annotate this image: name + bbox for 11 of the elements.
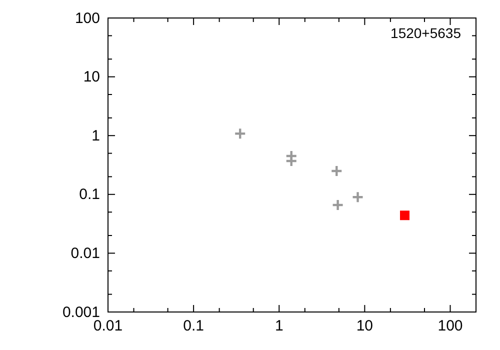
y-tick-label: 10: [83, 68, 100, 86]
annotation: 1520+5635: [390, 25, 462, 41]
y-tick-label: 0.01: [70, 245, 100, 262]
y-tick-label: 0.001: [62, 304, 100, 321]
x-tick-label: 1: [274, 318, 284, 335]
y-tick-label: 100: [74, 10, 100, 27]
y-tick-label: 1: [92, 127, 100, 144]
x-tick-label: 100: [438, 318, 463, 335]
x-tick-label: 0.1: [183, 318, 204, 335]
y-tick-label: 0.1: [79, 186, 100, 204]
x-tick-label: 10: [356, 318, 374, 335]
